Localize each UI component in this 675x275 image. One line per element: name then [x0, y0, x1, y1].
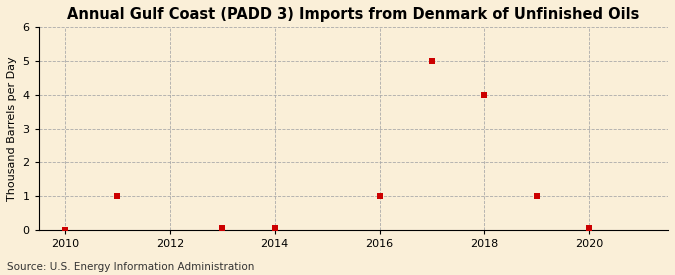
Point	[531, 194, 542, 198]
Title: Annual Gulf Coast (PADD 3) Imports from Denmark of Unfinished Oils: Annual Gulf Coast (PADD 3) Imports from …	[68, 7, 639, 22]
Text: Source: U.S. Energy Information Administration: Source: U.S. Energy Information Administ…	[7, 262, 254, 272]
Point	[584, 226, 595, 230]
Point	[269, 226, 280, 230]
Y-axis label: Thousand Barrels per Day: Thousand Barrels per Day	[7, 56, 17, 201]
Point	[112, 194, 123, 198]
Point	[479, 93, 490, 97]
Point	[59, 228, 70, 232]
Point	[427, 59, 437, 63]
Point	[217, 226, 227, 230]
Point	[374, 194, 385, 198]
